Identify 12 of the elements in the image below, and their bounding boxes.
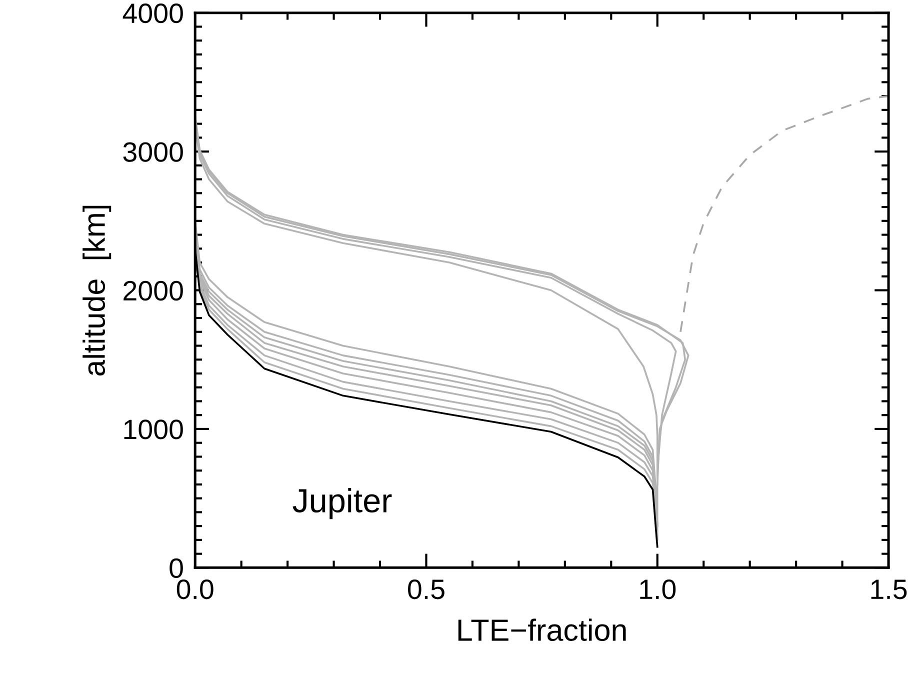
annotation: Jupiter — [292, 488, 392, 520]
x-tick-label: 1.5 — [871, 580, 907, 600]
x-tick-label: 1.0 — [640, 580, 676, 600]
y-tick-label: 0 — [170, 558, 183, 578]
x-tick-label: 0.5 — [408, 580, 444, 600]
y-axis-title: altitude [km] — [82, 206, 112, 376]
y-tick-label: 3000 — [123, 142, 183, 162]
x-axis-title: LTE−fraction — [458, 618, 626, 642]
y-tick-label: 2000 — [124, 280, 183, 301]
x-tick-label: 0.0 — [176, 580, 214, 600]
y-tick-label: 4000 — [122, 3, 183, 24]
y-tick-label: 1000 — [124, 420, 183, 440]
